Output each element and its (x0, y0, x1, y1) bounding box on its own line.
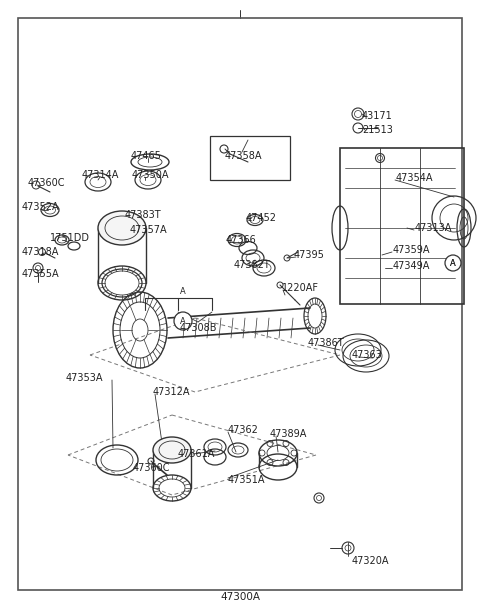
Text: A: A (180, 287, 186, 295)
Text: 47300A: 47300A (220, 592, 260, 602)
Text: 47354A: 47354A (396, 173, 433, 183)
Text: 47349A: 47349A (393, 261, 431, 271)
Text: A: A (450, 259, 456, 268)
Text: 47395: 47395 (294, 250, 325, 260)
Circle shape (445, 255, 461, 271)
Text: 47366: 47366 (226, 235, 257, 245)
Text: A: A (450, 259, 456, 268)
Text: 47382T: 47382T (234, 260, 271, 270)
Text: 47313A: 47313A (415, 223, 452, 233)
Ellipse shape (98, 211, 146, 245)
Text: 47350A: 47350A (132, 170, 169, 180)
Text: 1751DD: 1751DD (50, 233, 90, 243)
Text: 47360C: 47360C (28, 178, 65, 188)
Text: 47465: 47465 (131, 151, 161, 161)
Text: 47358A: 47358A (224, 151, 262, 161)
Bar (210, 136, 290, 180)
Text: 47357A: 47357A (130, 225, 168, 235)
Text: 47383T: 47383T (125, 210, 162, 220)
Text: 47318A: 47318A (22, 247, 60, 257)
Text: 47363: 47363 (352, 350, 383, 360)
Text: 47351A: 47351A (228, 475, 265, 485)
Text: 47452: 47452 (246, 213, 277, 223)
Text: 47314A: 47314A (82, 170, 120, 180)
Text: A: A (180, 317, 186, 326)
Text: 47361A: 47361A (178, 449, 216, 459)
Text: 47320A: 47320A (352, 556, 389, 566)
Text: 47312A: 47312A (153, 387, 191, 397)
Text: 47386T: 47386T (308, 338, 345, 348)
Text: 47360C: 47360C (133, 463, 170, 473)
Text: 21513: 21513 (362, 125, 393, 135)
Text: 47352A: 47352A (22, 202, 60, 212)
Text: 1220AF: 1220AF (282, 283, 319, 293)
Text: 47355A: 47355A (22, 269, 60, 279)
Text: 47308B: 47308B (179, 323, 217, 333)
Text: 47362: 47362 (228, 425, 259, 435)
Text: 47389A: 47389A (270, 429, 307, 439)
Text: 47359A: 47359A (393, 245, 431, 255)
Text: 47353A: 47353A (66, 373, 104, 383)
Circle shape (174, 312, 192, 330)
Text: 43171: 43171 (362, 111, 393, 121)
Bar (340, 148, 464, 304)
Ellipse shape (153, 437, 191, 463)
